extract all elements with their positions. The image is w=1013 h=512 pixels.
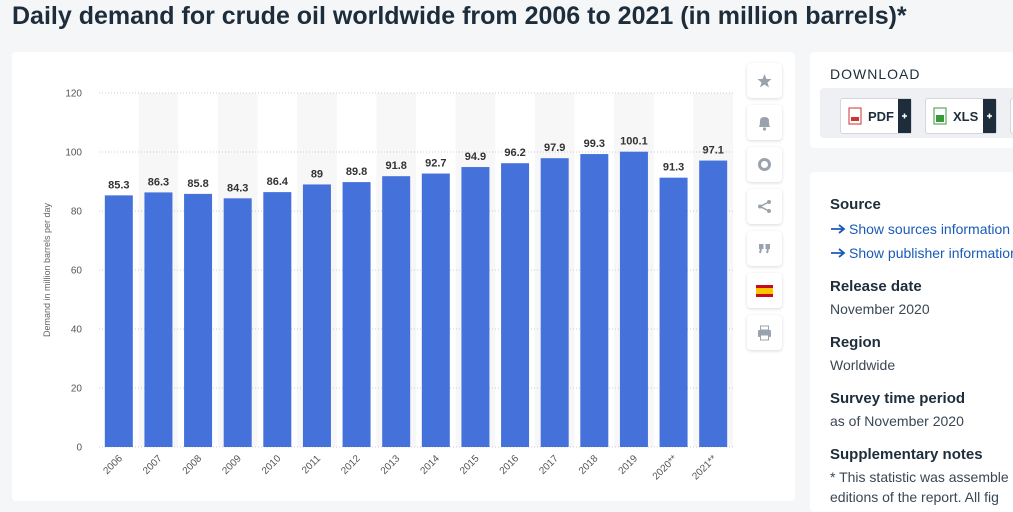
value-label: 92.7 (425, 158, 446, 170)
y-tick-label: 120 (65, 89, 82, 100)
x-tick-label: 2012 (339, 453, 363, 477)
value-label: 85.8 (187, 178, 208, 190)
x-tick-label: 2009 (220, 453, 244, 477)
share-button[interactable] (747, 189, 782, 224)
bar (461, 167, 490, 448)
x-tick-label: 2008 (181, 453, 205, 477)
link-text: Show sources information (849, 221, 1011, 237)
value-label: 99.3 (584, 138, 605, 150)
value-label: 94.9 (465, 151, 486, 163)
button-label: PDF (868, 109, 894, 124)
x-tick-label: 2021** (690, 453, 719, 482)
bar (263, 192, 292, 447)
detail-text: Worldwide (830, 357, 896, 373)
value-label: 91.3 (663, 162, 684, 174)
y-tick-label: 60 (71, 266, 83, 277)
y-tick-label: 0 (76, 443, 82, 454)
publisher-link[interactable]: Show publisher information (830, 245, 1013, 261)
bar (580, 154, 609, 447)
more-button[interactable] (1010, 98, 1013, 134)
value-label: 89.8 (346, 166, 367, 178)
x-tick-label: 2016 (498, 453, 522, 477)
favorite-button[interactable] (747, 63, 782, 98)
x-tick-label: 2017 (537, 453, 561, 477)
y-tick-label: 20 (71, 384, 83, 395)
page: Daily demand for crude oil worldwide fro… (12, 2, 1013, 512)
bar (144, 192, 173, 447)
page-title: Daily demand for crude oil worldwide fro… (12, 2, 907, 30)
pdf-button[interactable]: PDF (840, 98, 912, 134)
link-text: Show publisher information (849, 245, 1013, 261)
value-label: 97.9 (544, 142, 565, 154)
value-label: 85.3 (108, 179, 129, 191)
bar (342, 182, 371, 447)
bar (501, 163, 530, 447)
value-label: 100.1 (620, 136, 648, 148)
y-tick-label: 80 (71, 207, 83, 218)
bar (699, 160, 728, 447)
x-tick-label: 2015 (458, 453, 482, 477)
y-tick-label: 100 (65, 148, 82, 159)
cite-button[interactable] (747, 231, 782, 266)
details-card: Source Show sources information Show pub… (810, 172, 1013, 512)
bar (382, 176, 411, 447)
notify-button[interactable] (747, 105, 782, 140)
x-tick-label: 2006 (101, 453, 125, 477)
chart-card: Demand in million barrels per day 0 20 40 6… (12, 52, 795, 501)
detail-heading: Release date (830, 278, 922, 295)
x-tick-label: 2010 (260, 453, 284, 477)
value-label: 97.1 (702, 145, 723, 157)
bar (540, 158, 569, 447)
x-tick-label: 2013 (379, 453, 403, 477)
bar (104, 195, 133, 447)
bar (302, 184, 331, 447)
print-button[interactable] (747, 315, 782, 350)
settings-button[interactable] (747, 147, 782, 182)
notes-heading: Supplementary notes (830, 446, 983, 463)
download-heading: DOWNLOAD (830, 66, 921, 82)
value-label: 86.3 (148, 176, 169, 188)
detail-heading: Region (830, 334, 881, 351)
value-label: 89 (311, 168, 323, 180)
bar (619, 151, 648, 447)
chart: Demand in million barrels per day 0 20 40 6… (42, 89, 733, 482)
y-tick-label: 40 (71, 325, 83, 336)
bar (223, 198, 252, 447)
x-tick-label: 2019 (617, 453, 641, 477)
x-tick-label: 2020** (651, 453, 680, 482)
detail-heading: Survey time period (830, 390, 966, 407)
value-label: 86.4 (267, 176, 289, 188)
value-label: 84.3 (227, 182, 248, 194)
download-card: DOWNLOAD PDF XLS (810, 52, 1013, 148)
notes-text: editions of the report. All fig (830, 489, 999, 505)
y-axis-title: Demand in million barrels per day (42, 202, 52, 337)
bar (659, 177, 688, 447)
detail-text: as of November 2020 (830, 413, 964, 429)
detail-text: November 2020 (830, 301, 930, 317)
value-label: 91.8 (385, 160, 406, 172)
source-link[interactable]: Show sources information (830, 221, 1010, 237)
download-row: PDF XLS (820, 88, 1013, 138)
notes-text: * This statistic was assemble (830, 469, 1009, 485)
x-tick-label: 2018 (577, 453, 601, 477)
language-button[interactable] (747, 273, 782, 308)
bar (421, 173, 450, 447)
value-label: 96.2 (504, 147, 525, 159)
bar (184, 193, 213, 447)
x-tick-label: 2011 (300, 453, 323, 476)
source-heading: Source (830, 196, 881, 213)
button-label: XLS (953, 109, 979, 124)
xls-button[interactable]: XLS (925, 98, 997, 134)
x-tick-label: 2014 (418, 453, 442, 477)
x-tick-label: 2007 (141, 453, 165, 477)
